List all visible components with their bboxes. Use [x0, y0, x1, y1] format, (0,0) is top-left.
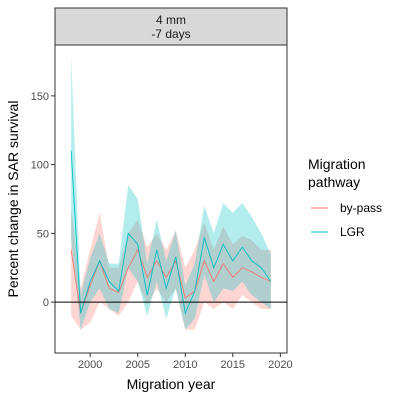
- x-tick-label: 2005: [125, 359, 149, 371]
- y-tick-label: 50: [37, 228, 49, 240]
- line-LGR: [70, 150, 272, 315]
- ribbon-LGR: [71, 57, 271, 330]
- y-tick-label: 0: [43, 297, 49, 309]
- facet-label-size: 4 mm: [156, 13, 186, 27]
- legend: Migration pathway by-pass LGR: [308, 156, 382, 239]
- x-axis: 2000 2005 2010 2015 2020: [78, 353, 293, 371]
- x-tick-label: 2010: [173, 359, 197, 371]
- x-tick-label: 2020: [268, 359, 292, 371]
- x-axis-title: Migration year: [127, 376, 216, 392]
- legend-title-line1: Migration: [308, 156, 366, 172]
- x-tick-label: 2000: [78, 359, 102, 371]
- legend-title-line2: pathway: [308, 174, 360, 190]
- series-lines: [70, 150, 272, 315]
- legend-label-by-pass: by-pass: [340, 201, 382, 215]
- line-by-pass: [70, 248, 272, 314]
- facet-strip-background: [54, 7, 288, 46]
- x-tick-label: 2015: [221, 359, 245, 371]
- y-axis-title: Percent change in SAR survival: [5, 101, 21, 298]
- facet-strip: 4 mm -7 days: [54, 7, 288, 46]
- y-axis: 0 50 100 150: [31, 91, 55, 309]
- facet-label-days: -7 days: [151, 27, 190, 41]
- legend-label-LGR: LGR: [340, 225, 365, 239]
- y-tick-label: 100: [31, 160, 49, 172]
- legend-items: by-pass LGR: [311, 201, 382, 239]
- y-tick-label: 150: [31, 91, 49, 103]
